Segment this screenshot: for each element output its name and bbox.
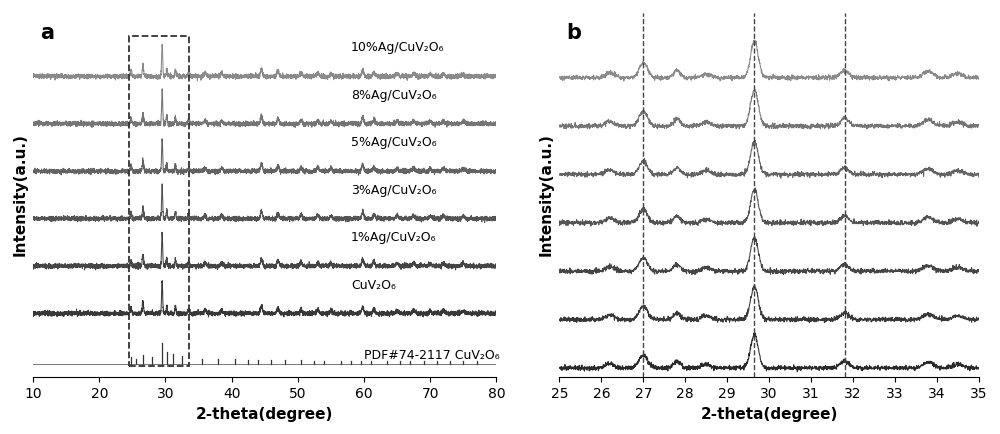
Text: 8%Ag/CuV₂O₆: 8%Ag/CuV₂O₆ [351, 89, 436, 102]
Text: 3%Ag/CuV₂O₆: 3%Ag/CuV₂O₆ [351, 184, 436, 197]
Text: PDF#74-2117 CuV₂O₆: PDF#74-2117 CuV₂O₆ [364, 349, 500, 362]
Text: b: b [566, 23, 581, 43]
X-axis label: 2-theta(degree): 2-theta(degree) [196, 407, 333, 421]
Text: a: a [40, 23, 54, 43]
Text: 10%Ag/CuV₂O₆: 10%Ag/CuV₂O₆ [351, 41, 444, 54]
X-axis label: 2-theta(degree): 2-theta(degree) [700, 407, 838, 421]
Bar [129, 36, 189, 366]
Y-axis label: Intensity(a.u.): Intensity(a.u.) [539, 133, 554, 256]
Text: CuV₂O₆: CuV₂O₆ [351, 279, 396, 292]
Text: 1%Ag/CuV₂O₆: 1%Ag/CuV₂O₆ [351, 231, 436, 244]
Text: 5%Ag/CuV₂O₆: 5%Ag/CuV₂O₆ [351, 136, 436, 149]
Y-axis label: Intensity(a.u.): Intensity(a.u.) [12, 133, 27, 256]
